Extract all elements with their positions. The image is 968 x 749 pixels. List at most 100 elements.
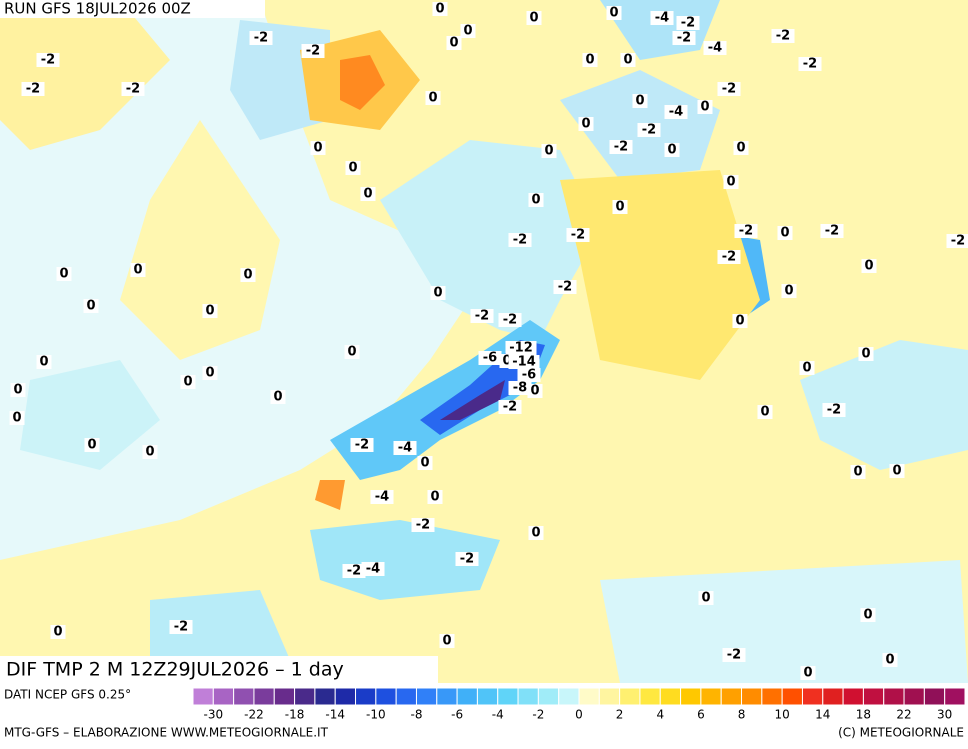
contour-label: 0	[348, 161, 357, 176]
contour-label: 0	[86, 299, 95, 314]
map-title: DIF TMP 2 M 12Z29JUL2026 – 1 day	[6, 659, 344, 681]
contour-label: 0	[530, 384, 539, 399]
contour-label: -2	[571, 228, 585, 243]
scale-label: -30	[204, 708, 224, 722]
color-swatch	[477, 688, 497, 705]
contour-label: 0	[863, 608, 872, 623]
map	[0, 0, 968, 683]
contour-label: 0	[205, 304, 214, 319]
run-label: RUN GFS 18JUL2026 00Z	[4, 0, 191, 18]
color-swatch	[823, 688, 843, 705]
contour-label: 0	[449, 36, 458, 51]
contour-label: 0	[635, 94, 644, 109]
color-swatch	[701, 688, 721, 705]
color-swatch	[498, 688, 518, 705]
contour-label: -12	[509, 341, 533, 356]
color-swatch	[193, 688, 213, 705]
color-swatch	[579, 688, 599, 705]
color-swatch	[884, 688, 904, 705]
contour-label: -2	[677, 31, 691, 46]
color-swatch	[742, 688, 762, 705]
contour-label: 0	[420, 456, 429, 471]
contour-label: -8	[513, 381, 527, 396]
contour-label: -2	[739, 224, 753, 239]
scale-label: -8	[410, 708, 422, 722]
contour-label: -2	[347, 564, 361, 579]
scale-label: 30	[937, 708, 952, 722]
scale-label: -2	[532, 708, 544, 722]
color-swatch	[863, 688, 883, 705]
contour-label: -4	[669, 105, 683, 120]
contour-label: 0	[53, 625, 62, 640]
contour-label: -2	[460, 552, 474, 567]
color-swatch	[924, 688, 944, 705]
scale-label: 10	[775, 708, 790, 722]
contour-label: 0	[803, 666, 812, 681]
contour-label: -2	[503, 400, 517, 415]
footer-right: (C) METEOGIORNALE	[838, 726, 964, 740]
contour-label: 0	[531, 193, 540, 208]
color-swatch	[620, 688, 640, 705]
contour-label: 0	[623, 53, 632, 68]
color-swatch	[457, 688, 477, 705]
contour-label: -2	[26, 82, 40, 97]
contour-label: 0	[853, 465, 862, 480]
contour-label: 0	[802, 361, 811, 376]
contour-label: 0	[463, 24, 472, 39]
contour-label: -2	[503, 313, 517, 328]
contour-label: -2	[41, 53, 55, 68]
contour-label: 0	[433, 286, 442, 301]
contour-label: 0	[885, 653, 894, 668]
scale-label: -6	[451, 708, 463, 722]
contour-label: -2	[306, 44, 320, 59]
contour-label: 0	[442, 634, 451, 649]
color-swatch	[416, 688, 436, 705]
contour-label: -2	[727, 648, 741, 663]
contour-label: -6	[483, 351, 497, 366]
color-swatch	[396, 688, 416, 705]
contour-label: 0	[435, 2, 444, 17]
contour-label: 0	[531, 526, 540, 541]
contour-label: -2	[642, 123, 656, 138]
color-swatch	[660, 688, 680, 705]
contour-label: -2	[174, 620, 188, 635]
color-swatch	[681, 688, 701, 705]
contour-label: -2	[951, 234, 965, 249]
scale-label: -14	[325, 708, 345, 722]
contour-label: 0	[864, 259, 873, 274]
color-swatch	[538, 688, 558, 705]
contour-label: 0	[735, 314, 744, 329]
contour-label: -2	[803, 57, 817, 72]
contour-label: 0	[784, 284, 793, 299]
contour-label: -2	[254, 31, 268, 46]
scale-label: 6	[697, 708, 705, 722]
color-swatch	[254, 688, 274, 705]
contour-label: 0	[313, 141, 322, 156]
contour-label: 0	[428, 91, 437, 106]
contour-label: 0	[205, 366, 214, 381]
color-swatch	[315, 688, 335, 705]
color-swatch	[599, 688, 619, 705]
contour-label: -2	[722, 82, 736, 97]
color-swatch	[295, 688, 315, 705]
scale-label: -22	[244, 708, 264, 722]
contour-label: 0	[12, 411, 21, 426]
contour-label: 0	[700, 100, 709, 115]
color-swatch	[782, 688, 802, 705]
contour-label: 0	[39, 355, 48, 370]
contour-label: 0	[780, 226, 789, 241]
contour-label: -4	[655, 11, 669, 26]
contour-label: -2	[827, 403, 841, 418]
contour-label: -2	[416, 518, 430, 533]
contour-label: 0	[363, 187, 372, 202]
contour-label: 0	[183, 375, 192, 390]
contour-label: -2	[126, 82, 140, 97]
contour-label: -2	[355, 438, 369, 453]
contour-label: 0	[59, 267, 68, 282]
color-swatch	[559, 688, 579, 705]
contour-label: 0	[892, 464, 901, 479]
contour-label: 0	[726, 175, 735, 190]
contour-label: -2	[558, 280, 572, 295]
color-swatch	[335, 688, 355, 705]
